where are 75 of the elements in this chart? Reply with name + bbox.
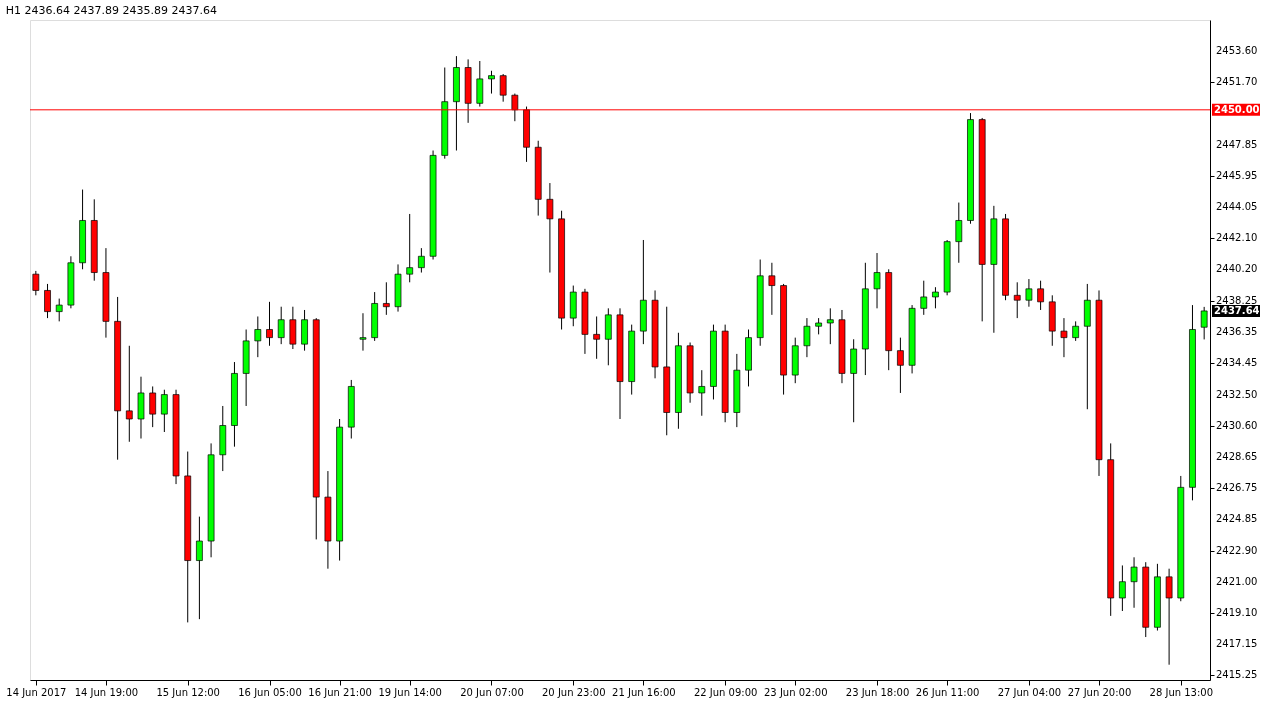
candlestick [32, 270, 40, 296]
y-tick-label: 2422.90 [1216, 544, 1258, 556]
candlestick [254, 315, 262, 358]
y-tick-label: 2436.35 [1216, 325, 1258, 337]
y-tick-label: 2432.50 [1216, 388, 1258, 400]
x-tick-label: 23 Jun 02:00 [763, 686, 828, 698]
x-tick-label: 21 Jun 16:00 [612, 686, 676, 698]
candlestick [955, 202, 963, 264]
candlestick [359, 312, 367, 352]
y-tick-label: 2415.25 [1216, 669, 1258, 681]
y-tick-label: 2451.70 [1216, 76, 1258, 88]
candlestick [698, 369, 706, 417]
x-tick-label: 14 Jun 2017 [6, 686, 67, 698]
y-tick-label: 2444.05 [1216, 200, 1258, 212]
ref-line-label: 2450.00 [1214, 103, 1260, 115]
candlestick [897, 337, 904, 394]
candlestick [768, 262, 776, 316]
y-tick-label: 2438.25 [1216, 295, 1258, 307]
y-tick-label: 2419.10 [1216, 606, 1258, 618]
x-tick-label: 27 Jun 20:00 [1067, 686, 1132, 698]
y-tick-label: 2417.15 [1216, 638, 1258, 650]
x-tick-label: 16 Jun 05:00 [238, 686, 302, 698]
candlestick [920, 280, 928, 316]
candlestick [277, 306, 285, 345]
y-tick-label: 2434.45 [1216, 356, 1258, 368]
candlestick [55, 298, 63, 322]
candlestick [1072, 320, 1079, 342]
y-tick-label: 2428.65 [1216, 451, 1258, 463]
candlestick [1130, 556, 1138, 609]
x-tick-label: 23 Jun 18:00 [845, 686, 910, 698]
candlestick [1037, 280, 1044, 311]
y-tick-label: 2421.00 [1216, 575, 1258, 587]
candlestick [1025, 278, 1033, 308]
y-tick-label: 2445.95 [1216, 169, 1258, 181]
candlestick [1060, 317, 1068, 358]
x-tick-label: 20 Jun 07:00 [460, 686, 524, 698]
x-tick-label: 14 Jun 19:00 [74, 686, 139, 698]
x-tick-label: 16 Jun 21:00 [308, 686, 372, 698]
x-tick-label: 26 Jun 11:00 [915, 686, 980, 698]
x-tick-label: 28 Jun 13:00 [1149, 686, 1214, 698]
candlestick [546, 182, 554, 274]
y-tick-label: 2447.85 [1216, 138, 1258, 150]
candlestick [1165, 568, 1173, 666]
candlestick [1013, 281, 1021, 319]
candlestick [161, 389, 168, 433]
candlestick [488, 70, 495, 95]
y-tick-label: 2426.75 [1216, 482, 1258, 494]
x-tick-label: 22 Jun 09:00 [693, 686, 758, 698]
y-tick-label: 2453.60 [1216, 45, 1258, 57]
candlestick [266, 301, 273, 347]
y-tick-label: 2440.20 [1216, 263, 1258, 275]
candlestick [44, 283, 51, 319]
candlestick [382, 281, 390, 316]
candlestick [932, 286, 939, 309]
x-tick-label: 20 Jun 23:00 [542, 686, 606, 698]
candlestick [803, 317, 811, 358]
y-tick-label: 2424.85 [1216, 513, 1258, 525]
chart-title: H1 2436.64 2437.89 2435.89 2437.64 [5, 4, 217, 17]
text: 2437.64 [1214, 304, 1260, 316]
x-tick-label: 27 Jun 04:00 [997, 686, 1062, 698]
candlestick [418, 247, 425, 274]
candlestick [149, 385, 157, 428]
candlestick [593, 315, 600, 360]
candlestick [1200, 306, 1208, 340]
candlestick [1119, 564, 1126, 612]
candlestick [125, 345, 133, 443]
candlestick [826, 307, 834, 345]
y-tick-label: 2430.60 [1216, 419, 1258, 431]
candlestick [196, 516, 203, 620]
candlestick [873, 252, 881, 309]
candlestick [499, 73, 507, 103]
y-tick-label: 2442.10 [1216, 232, 1258, 244]
x-tick-label: 19 Jun 14:00 [378, 686, 442, 698]
x-tick-label: 15 Jun 12:00 [156, 686, 220, 698]
candlestick [406, 213, 414, 283]
